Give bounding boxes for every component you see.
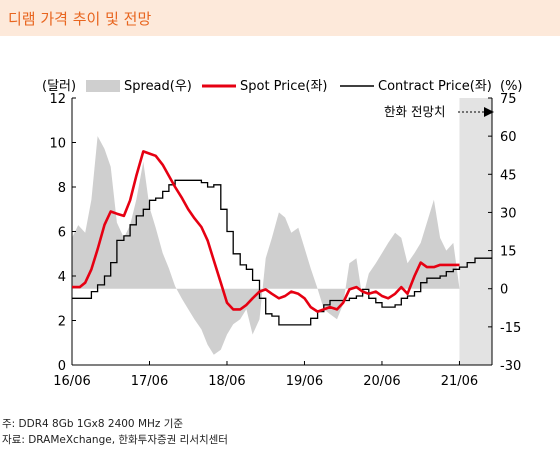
forecast-arrow-icon: [484, 107, 494, 117]
contract-price-line: [72, 179, 492, 326]
right-tick-label: -30: [500, 359, 521, 374]
right-tick-label: 75: [500, 92, 517, 107]
left-tick-label: 10: [49, 137, 66, 152]
right-tick-label: 60: [500, 130, 517, 145]
right-tick-label: 30: [500, 206, 517, 221]
x-tick-label: 18/06: [208, 374, 245, 389]
spot-price-line: [72, 150, 460, 313]
x-tick-label: 20/06: [363, 374, 400, 389]
dram-price-chart: 0 2 4 6 8 10 12 -30 -15 0 15 30 45 60 75 16/06 17/06 18/0…: [42, 79, 523, 389]
footnote-source: 자료: DRAMeXchange, 한화투자증권 리서치센터: [2, 434, 228, 446]
x-tick-label: 16/06: [53, 374, 90, 389]
chart-header: 디램 가격 추이 및 전망: [0, 0, 560, 36]
legend-label-contract: Contract Price(좌): [378, 79, 492, 94]
left-tick-label: 12: [49, 92, 66, 107]
right-tick-label: 0: [500, 283, 508, 298]
x-tick-label: 19/06: [286, 374, 323, 389]
x-tick-label: 17/06: [131, 374, 168, 389]
left-tick-label: 0: [58, 359, 66, 374]
legend-swatch-spread: [86, 80, 120, 92]
left-tick-label: 6: [58, 226, 66, 241]
right-axis-unit: (%): [500, 79, 523, 94]
chart-title: 디램 가격 추이 및 전망: [8, 10, 152, 28]
spread-area: [72, 136, 460, 355]
left-tick-label: 4: [58, 270, 66, 285]
left-axis-unit: (달러): [42, 79, 76, 94]
forecast-region: [459, 98, 492, 365]
legend-label-spot: Spot Price(좌): [240, 79, 328, 94]
footnote-note: 주: DDR4 8Gb 1Gx8 2400 MHz 기준: [2, 418, 184, 430]
legend-label-spread: Spread(우): [124, 79, 192, 94]
x-tick-label: 21/06: [441, 374, 478, 389]
right-tick-label: 45: [500, 168, 517, 183]
right-tick-label: 15: [500, 245, 517, 260]
left-tick-label: 8: [58, 181, 66, 196]
left-tick-label: 2: [58, 315, 66, 330]
forecast-label: 한화 전망치: [384, 104, 445, 119]
right-tick-label: -15: [500, 321, 521, 336]
